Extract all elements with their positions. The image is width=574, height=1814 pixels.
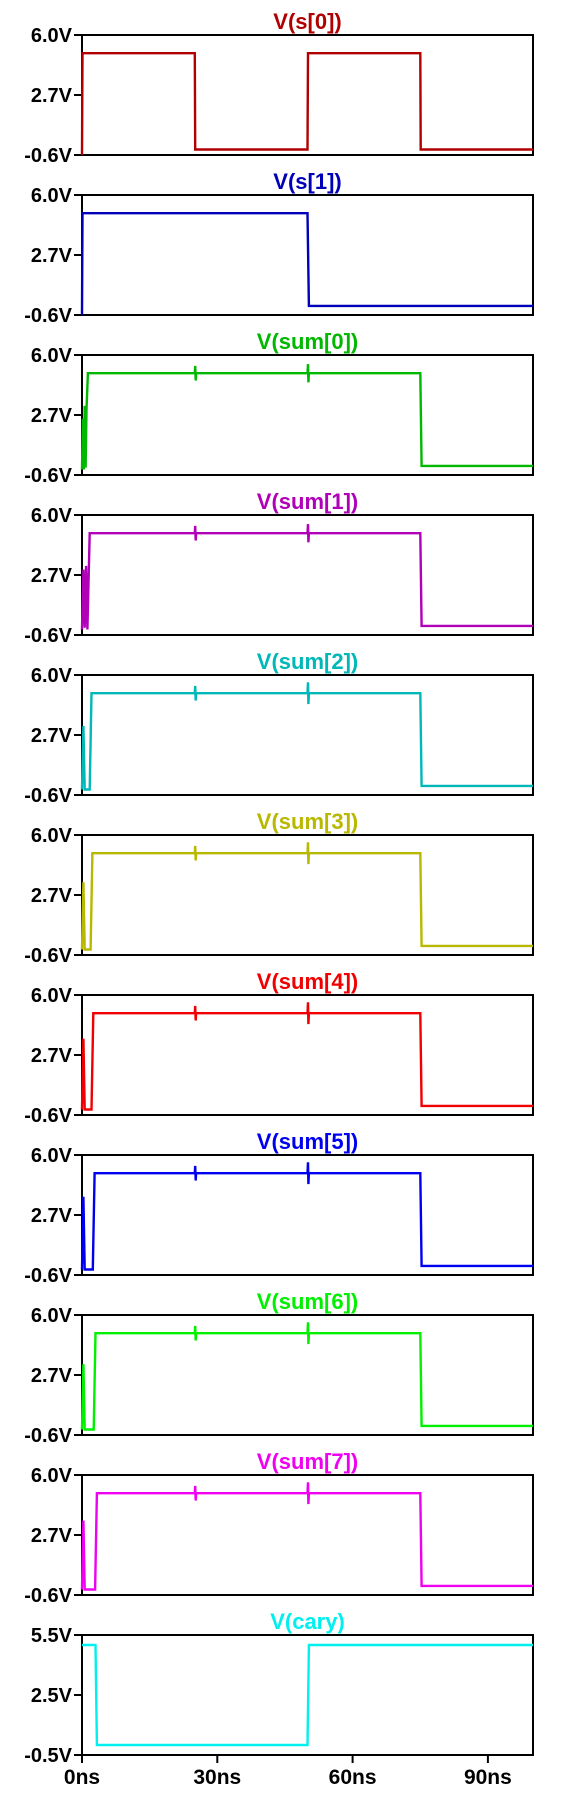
panel-title: V(sum[3]) [257, 809, 358, 834]
series-line [80, 1162, 533, 1271]
x-tick-label: 0ns [64, 1766, 100, 1789]
plot-frame [81, 354, 534, 476]
series-line [80, 1322, 533, 1431]
series-line [82, 1643, 533, 1747]
y-tick-label: -0.6V [24, 305, 72, 327]
x-tick-label: 30ns [193, 1766, 241, 1789]
panel-title: V(sum[1]) [257, 489, 358, 514]
y-tick-label: -0.6V [24, 1105, 72, 1127]
y-tick-label: 2.5V [31, 1685, 73, 1707]
y-tick-label: 2.7V [31, 1045, 73, 1067]
y-tick-label: 6.0V [31, 985, 73, 1007]
waveform-panel: V(sum[1]) 6.0V 2.7V -0.6V [24, 489, 534, 647]
y-tick-label: 2.7V [31, 565, 73, 587]
series-line [80, 1002, 533, 1111]
waveform-panel: V(cary) 5.5V 2.5V -0.5V [24, 1609, 534, 1767]
panel-title: V(sum[4]) [257, 969, 358, 994]
x-tick-label: 90ns [464, 1766, 512, 1789]
y-tick-label: -0.6V [24, 145, 72, 167]
waveform-panel: V(s[0]) 6.0V 2.7V -0.6V [24, 9, 534, 167]
panel-title: V(s[1]) [273, 169, 341, 194]
y-tick-label: 2.7V [31, 885, 73, 907]
y-tick-label: -0.6V [24, 945, 72, 967]
series-line [80, 1482, 533, 1591]
y-tick-label: -0.6V [24, 1585, 72, 1607]
y-tick-label: 6.0V [31, 665, 73, 687]
y-tick-label: 2.7V [31, 725, 73, 747]
y-tick-label: 2.7V [31, 1365, 73, 1387]
waveform-panel: V(sum[7]) 6.0V 2.7V -0.6V [24, 1449, 534, 1607]
panel-title: V(cary) [270, 1609, 345, 1634]
series-line [80, 212, 533, 316]
y-tick-label: -0.6V [24, 1265, 72, 1287]
y-tick-label: 6.0V [31, 1145, 73, 1167]
series-line [80, 524, 533, 630]
panel-title: V(sum[6]) [257, 1289, 358, 1314]
y-tick-label: 6.0V [31, 825, 73, 847]
y-tick-label: -0.5V [24, 1745, 72, 1767]
panel-title: V(s[0]) [273, 9, 341, 34]
series-line [80, 682, 533, 791]
plot-frame [81, 1634, 534, 1756]
y-tick-label: 5.5V [31, 1625, 73, 1647]
waveform-panel: V(sum[3]) 6.0V 2.7V -0.6V [24, 809, 534, 967]
y-tick-label: 2.7V [31, 1205, 73, 1227]
y-tick-label: 6.0V [31, 1305, 73, 1327]
x-tick-label: 60ns [329, 1766, 377, 1789]
y-tick-label: 6.0V [31, 185, 73, 207]
y-tick-label: 2.7V [31, 405, 73, 427]
panel-title: V(sum[5]) [257, 1129, 358, 1154]
y-tick-label: 6.0V [31, 505, 73, 527]
panel-title: V(sum[0]) [257, 329, 358, 354]
y-tick-label: 6.0V [31, 345, 73, 367]
y-tick-label: 6.0V [31, 1465, 73, 1487]
waveform-panel: V(sum[2]) 6.0V 2.7V -0.6V [24, 649, 534, 807]
y-tick-label: -0.6V [24, 1425, 72, 1447]
y-tick-label: -0.6V [24, 785, 72, 807]
y-tick-label: 2.7V [31, 1525, 73, 1547]
series-line [80, 52, 533, 156]
series-line [80, 842, 533, 951]
waveform-panel: V(s[1]) 6.0V 2.7V -0.6V [24, 169, 534, 327]
panel-title: V(sum[2]) [257, 649, 358, 674]
y-tick-label: -0.6V [24, 465, 72, 487]
waveform-panel: V(sum[4]) 6.0V 2.7V -0.6V [24, 969, 534, 1127]
panel-title: V(sum[7]) [257, 1449, 358, 1474]
waveform-panel: V(sum[0]) 6.0V 2.7V -0.6V [24, 329, 534, 487]
y-tick-label: -0.6V [24, 625, 72, 647]
y-tick-label: 2.7V [31, 245, 73, 267]
plot-frame [81, 514, 534, 636]
waveform-panel: V(sum[5]) 6.0V 2.7V -0.6V [24, 1129, 534, 1287]
y-tick-label: 2.7V [31, 85, 73, 107]
series-line [80, 364, 533, 470]
y-tick-label: 6.0V [31, 25, 73, 47]
waveform-panel: V(sum[6]) 6.0V 2.7V -0.6V [24, 1289, 534, 1447]
